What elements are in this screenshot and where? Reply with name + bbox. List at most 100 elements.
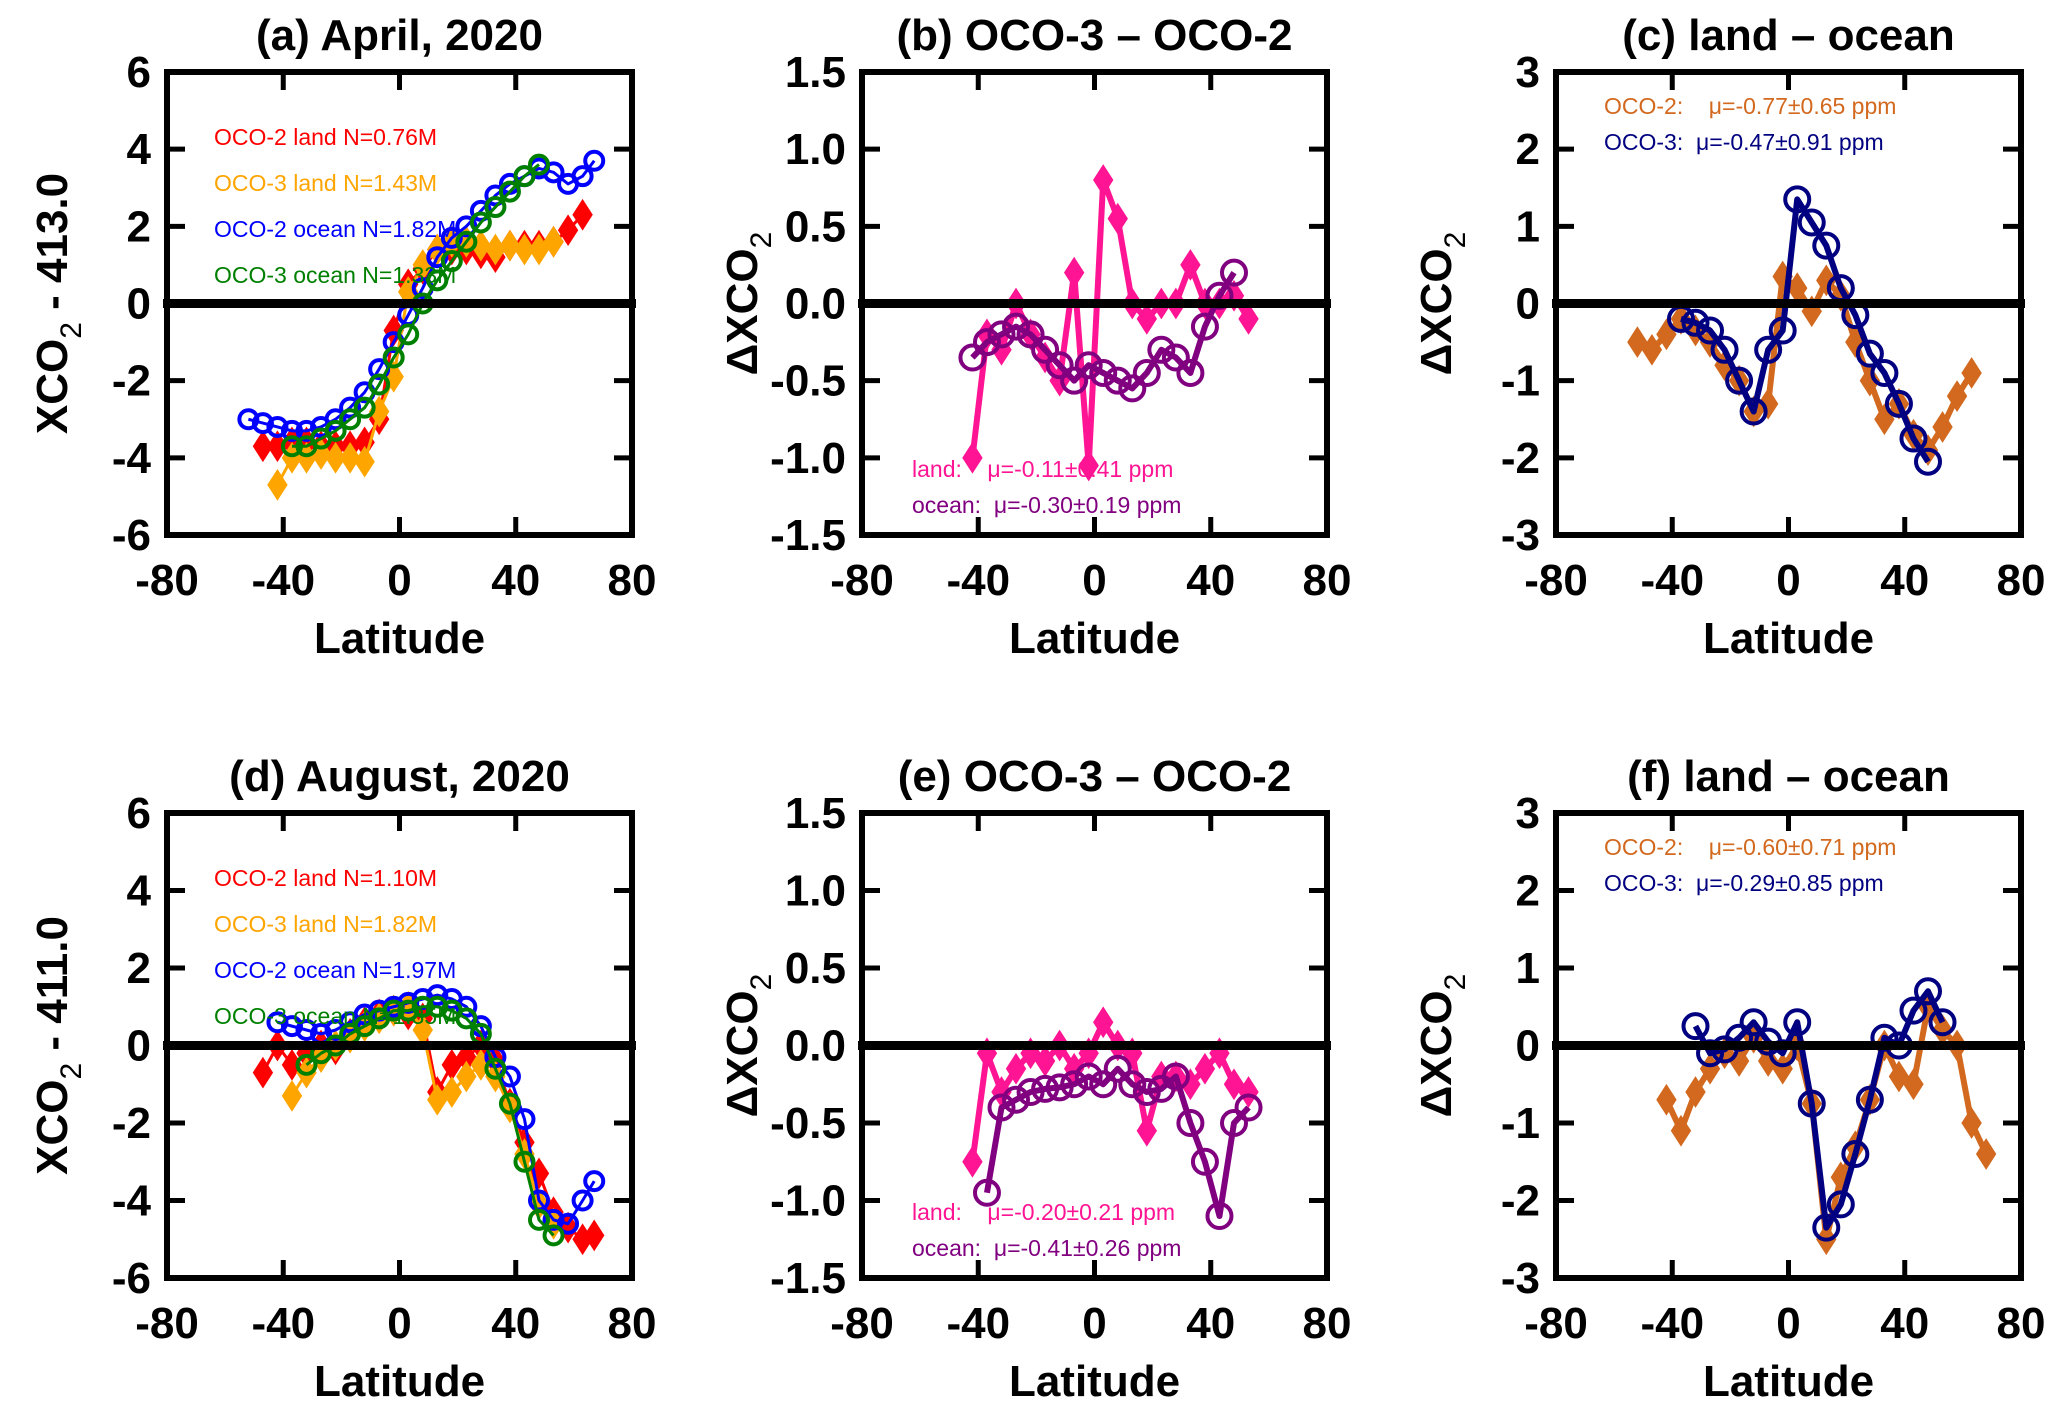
x-tick-label: 40 xyxy=(1880,556,1929,605)
data-point xyxy=(543,225,564,258)
y-axis-label-main: ΔXCO xyxy=(718,990,767,1117)
data-point xyxy=(1223,1068,1245,1101)
data-point xyxy=(498,180,521,203)
data-point xyxy=(325,441,346,474)
data-point xyxy=(584,1219,605,1252)
data-point xyxy=(354,445,375,478)
data-point xyxy=(528,153,550,176)
legend: land: μ=-0.20±0.21 ppm ocean: μ=-0.41±0.2… xyxy=(912,1199,1181,1261)
y-tick-label: -2 xyxy=(1501,434,1540,483)
data-point xyxy=(499,229,521,262)
y-tick-label: 1.5 xyxy=(785,789,846,838)
x-tick-label: 0 xyxy=(1776,1299,1800,1348)
y-tick-label: -1.0 xyxy=(770,434,846,483)
data-point xyxy=(962,1145,983,1178)
x-tick-label: -80 xyxy=(1524,1299,1588,1348)
panel-d: (d) August, 2020 -80 -40 0 40 80 -6 -4 -2 0 2 4 6 Lat… xyxy=(28,752,656,1406)
y-axis-label-rest: - 411.0 xyxy=(28,916,77,1063)
data-point xyxy=(571,1189,594,1212)
y-axis-label: ΔXCO2 xyxy=(718,232,778,376)
data-point xyxy=(324,408,347,431)
data-point xyxy=(469,211,492,234)
data-point xyxy=(1161,343,1190,372)
y-tick-label: 4 xyxy=(127,867,152,916)
data-point xyxy=(972,1178,1001,1207)
data-point xyxy=(1180,249,1201,281)
data-point xyxy=(1961,357,1982,389)
data-point xyxy=(1685,1076,1706,1108)
data-point xyxy=(1089,358,1118,387)
data-point xyxy=(572,198,593,231)
series-line xyxy=(291,163,540,448)
data-point xyxy=(1107,202,1128,235)
x-tick-label: -80 xyxy=(135,556,199,605)
data-point xyxy=(1234,1093,1263,1122)
panel-title: (c) land – ocean xyxy=(1622,11,1955,60)
x-tick-label: 0 xyxy=(387,556,411,605)
data-point xyxy=(1641,333,1663,366)
data-point xyxy=(557,214,579,247)
data-point xyxy=(280,1015,303,1038)
legend-entry: land: μ=-0.11±0.41 ppm xyxy=(912,456,1173,482)
legend-entry: OCO-2 land N=0.76M xyxy=(214,124,437,150)
data-point xyxy=(324,419,347,442)
data-point xyxy=(498,1092,521,1115)
legend: OCO-2 land N=0.76M OCO-3 land N=1.43M OCO-… xyxy=(214,124,456,288)
legend: OCO-2 land N=1.10M OCO-3 land N=1.82M OCO-… xyxy=(214,865,456,1029)
data-point xyxy=(1841,1140,1870,1168)
data-point xyxy=(382,346,405,369)
data-point xyxy=(1725,366,1754,395)
x-tick-label: -80 xyxy=(830,1299,894,1348)
data-point xyxy=(281,1080,303,1112)
data-point xyxy=(1176,1109,1205,1137)
data-point xyxy=(1884,389,1913,418)
legend-entry: OCO-2: μ=-0.77±0.65 ppm xyxy=(1604,93,1896,119)
data-point xyxy=(368,373,391,396)
legend-entry: OCO-3 ocean N=1.33M xyxy=(214,262,456,288)
series-line xyxy=(1692,988,1946,1231)
data-point xyxy=(251,412,274,435)
y-axis-label-sub: 2 xyxy=(1439,232,1472,249)
data-point xyxy=(1118,1070,1147,1099)
y-axis-label-main: XCO xyxy=(28,1080,77,1175)
data-point xyxy=(987,1093,1016,1122)
y-axis-label-main: ΔXCO xyxy=(1412,990,1461,1117)
y-tick-label: -2 xyxy=(112,1099,151,1148)
x-tick-label: -80 xyxy=(135,1299,199,1348)
panel-c: (c) land – ocean -80 -40 0 40 80 -3 -2 -1 0 1 2 3 Lat… xyxy=(1412,11,2045,663)
data-point xyxy=(1132,358,1161,387)
data-point xyxy=(426,269,449,292)
data-point xyxy=(513,165,536,188)
data-point xyxy=(987,320,1016,349)
data-point xyxy=(1681,308,1710,337)
data-point xyxy=(1220,258,1248,287)
data-point xyxy=(455,1007,478,1030)
y-tick-label: -0.5 xyxy=(770,1099,846,1148)
series-ocean xyxy=(972,1054,1263,1230)
legend-entry: OCO-3 ocean N=1.35M xyxy=(214,1003,456,1029)
data-point xyxy=(1826,1190,1855,1219)
y-tick-label: -6 xyxy=(112,1254,151,1303)
data-point xyxy=(426,246,449,269)
data-point xyxy=(1060,1070,1089,1099)
y-tick-label: 1.5 xyxy=(785,48,846,97)
panel-title: (b) OCO-3 – OCO-2 xyxy=(896,11,1292,60)
data-point xyxy=(353,1003,376,1026)
legend-entry: OCO-2: μ=-0.60±0.71 ppm xyxy=(1604,834,1896,860)
data-point xyxy=(1161,1062,1190,1091)
data-point xyxy=(1754,335,1783,364)
legend: land: μ=-0.11±0.41 ppm ocean: μ=-0.30±0.1… xyxy=(912,456,1181,518)
x-tick-label: -40 xyxy=(1640,556,1704,605)
data-point xyxy=(426,995,449,1018)
y-tick-label: 4 xyxy=(127,125,152,174)
data-point xyxy=(1078,449,1099,482)
data-point xyxy=(1768,316,1797,345)
x-tick-label: 80 xyxy=(1997,1299,2046,1348)
panel-title: (a) April, 2020 xyxy=(256,11,543,60)
y-axis-label-main: ΔXCO xyxy=(718,248,767,375)
y-tick-label: 1 xyxy=(1516,202,1540,251)
data-point xyxy=(455,230,478,253)
data-point xyxy=(1670,1114,1692,1147)
data-point xyxy=(1928,1008,1957,1037)
data-point xyxy=(1074,1062,1103,1091)
